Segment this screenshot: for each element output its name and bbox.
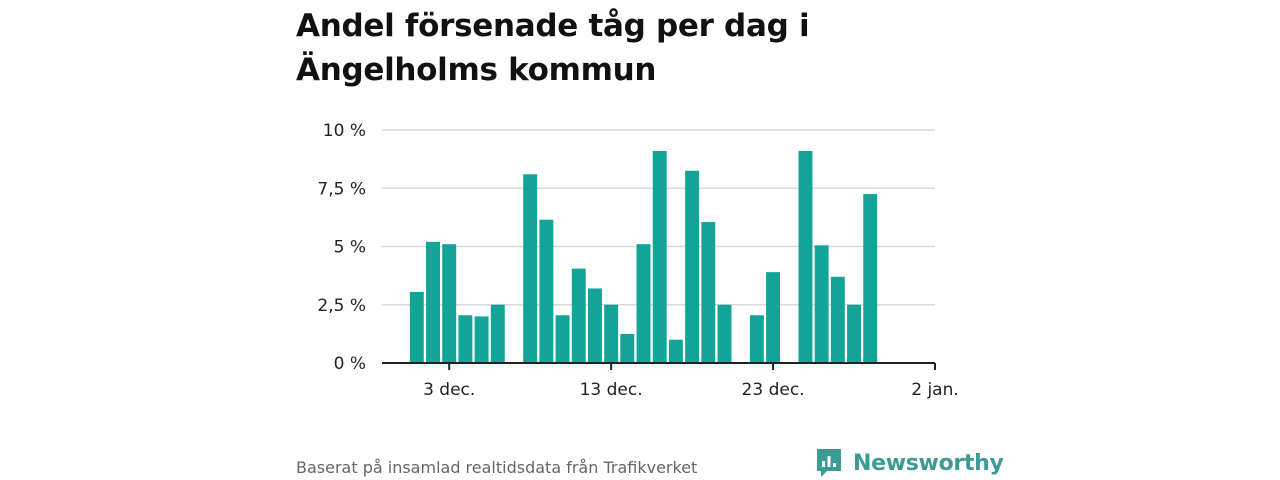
bar xyxy=(490,304,505,363)
bar xyxy=(668,339,683,363)
bar xyxy=(814,245,829,363)
bar xyxy=(749,315,764,363)
bar xyxy=(652,150,667,363)
x-tick-label: 23 dec. xyxy=(742,380,805,400)
bar xyxy=(766,272,781,363)
bar xyxy=(555,315,570,363)
y-tick-label: 10 % xyxy=(323,121,366,141)
chart-title: Andel försenade tåg per dag i Ängelholms… xyxy=(296,4,996,92)
bar xyxy=(685,170,700,363)
chart-title-line-1: Andel försenade tåg per dag i xyxy=(296,8,810,44)
bar xyxy=(474,316,489,363)
bar xyxy=(426,241,440,363)
bar xyxy=(830,276,845,363)
bar xyxy=(717,304,732,363)
y-tick-label: 7,5 % xyxy=(317,179,366,199)
x-tick-label: 2 jan. xyxy=(911,380,959,400)
bar xyxy=(458,315,473,363)
bar xyxy=(863,194,878,363)
bar xyxy=(442,244,457,363)
bar xyxy=(847,304,861,363)
bar-chart: 0 % 2,5 % 5 % 7,5 % 10 % 3 dec. 13 dec. 23 dec.… xyxy=(317,121,959,400)
bar xyxy=(587,288,602,363)
bar xyxy=(523,174,538,363)
bar xyxy=(620,333,635,364)
newsworthy-logo-icon xyxy=(817,449,841,477)
bar xyxy=(701,222,716,363)
bar xyxy=(571,268,586,363)
y-tick-label: 2,5 % xyxy=(317,296,366,316)
x-tick-label: 3 dec. xyxy=(423,380,475,400)
bar xyxy=(636,244,651,363)
chart-title-line-2: Ängelholms kommun xyxy=(296,52,657,88)
brand-name: Newsworthy xyxy=(853,450,1004,476)
y-tick-label: 0 % xyxy=(334,354,366,374)
bar xyxy=(409,291,424,363)
bar xyxy=(539,219,554,363)
bar xyxy=(798,150,813,363)
brand-logo: Newsworthy xyxy=(815,447,1004,479)
x-tick-label: 13 dec. xyxy=(580,380,643,400)
source-note: Baserat på insamlad realtidsdata från Tr… xyxy=(296,458,698,477)
y-tick-label: 5 % xyxy=(334,238,366,258)
bar xyxy=(604,304,619,363)
